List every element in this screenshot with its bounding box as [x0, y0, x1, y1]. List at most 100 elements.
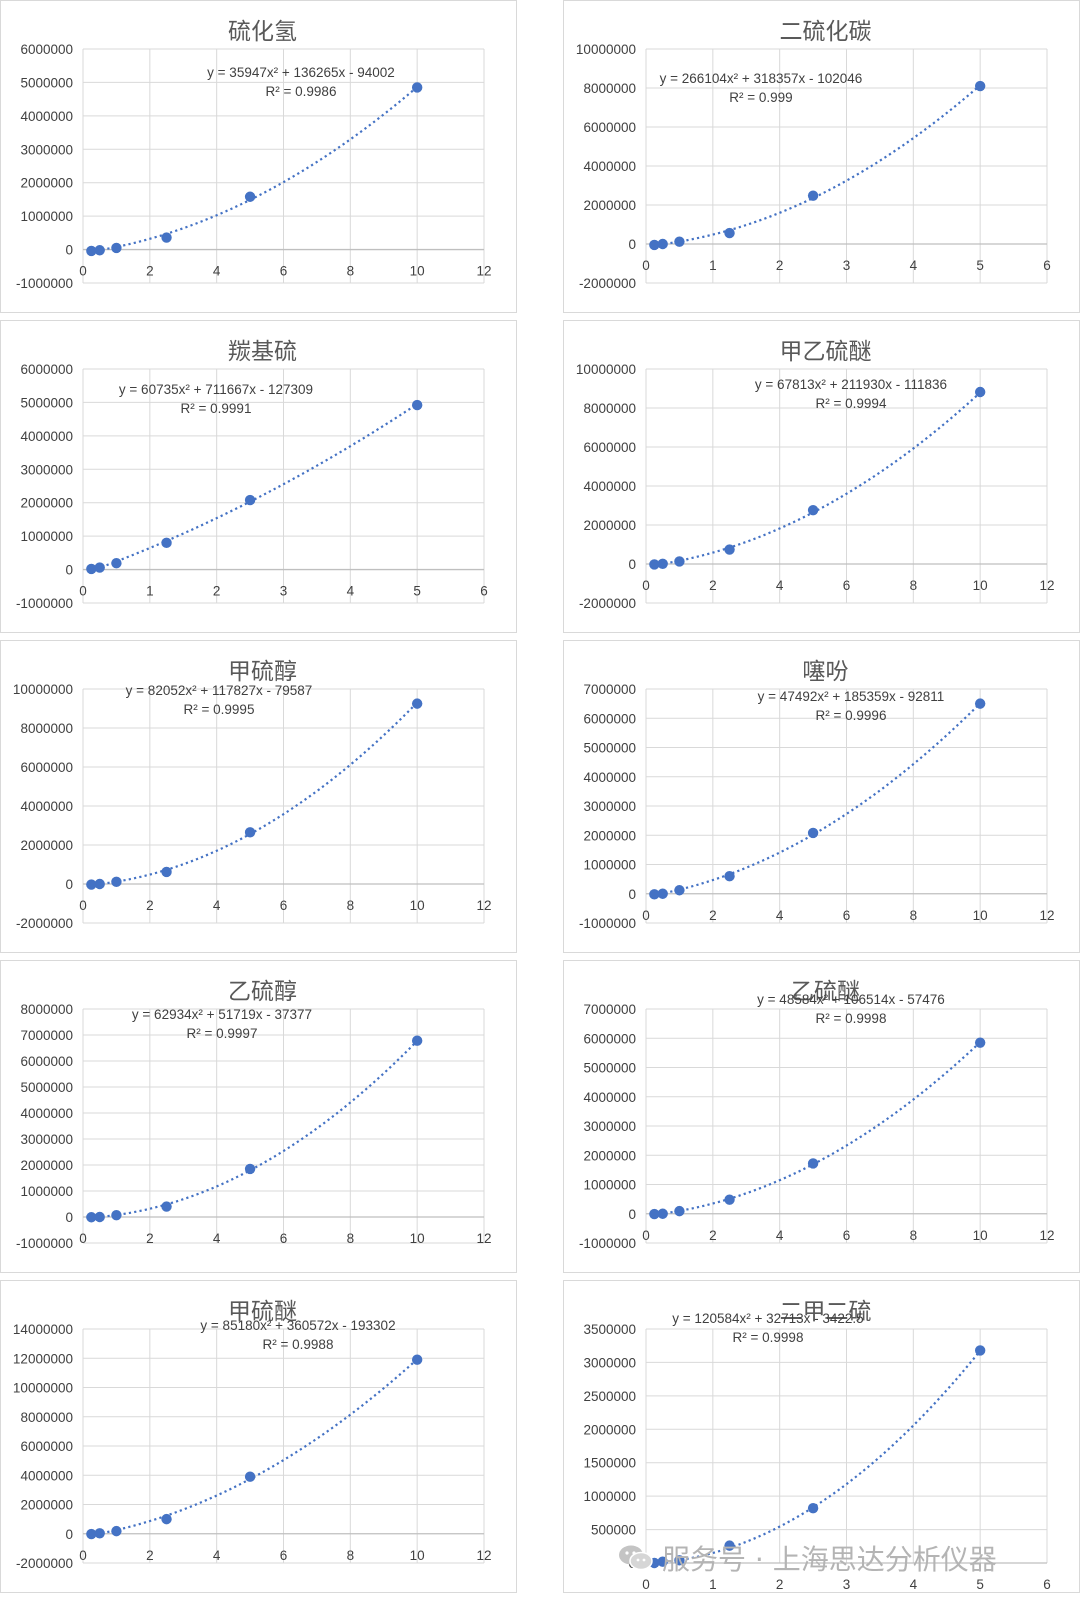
data-point: [111, 558, 122, 569]
trend-equation: y = 35947x² + 136265x - 94002: [207, 65, 395, 80]
data-point: [807, 827, 819, 839]
data-point: [244, 191, 256, 202]
x-tick-label: 6: [1043, 1577, 1051, 1592]
trend-equation: y = 82052x² + 117827x - 79587: [126, 683, 313, 698]
y-tick-label: 0: [65, 877, 73, 892]
r-squared: R² = 0.999: [729, 90, 792, 105]
r-squared: R² = 0.9998: [816, 1011, 887, 1026]
x-tick-label: 4: [213, 1548, 221, 1563]
data-point: [161, 537, 172, 549]
x-tick-label: 12: [1039, 908, 1054, 923]
y-tick-label: 8000000: [20, 1002, 73, 1017]
r-squared: R² = 0.9997: [187, 1026, 258, 1041]
x-tick-label: 0: [79, 584, 87, 599]
y-tick-label: 2000000: [583, 1422, 636, 1437]
y-tick-label: 6000000: [583, 711, 636, 726]
x-tick-label: 8: [910, 1228, 918, 1243]
data-point: [724, 1194, 735, 1205]
y-tick-label: 4000000: [583, 159, 636, 174]
y-tick-label: 6000000: [20, 1054, 73, 1069]
trend-equation: y = 67813x² + 211930x - 111836: [755, 377, 947, 392]
y-tick-label: 2000000: [583, 518, 636, 533]
x-tick-label: 2: [146, 898, 154, 913]
y-tick-label: 3000000: [20, 1132, 73, 1147]
y-tick-label: 4000000: [583, 1090, 636, 1105]
x-tick-label: 2: [146, 264, 154, 279]
x-tick-label: 10: [410, 898, 425, 913]
trend-equation: y = 266104x² + 318357x - 102046: [660, 71, 863, 86]
scatter-chart: 甲硫醚 -2000000 0 2000000 4000000 6000000 8000000…: [13, 1299, 492, 1571]
y-tick-label: 4000000: [20, 799, 73, 814]
y-tick-label: -2000000: [16, 916, 73, 931]
y-tick-label: -2000000: [579, 596, 636, 611]
data-point: [674, 1205, 685, 1217]
x-tick-label: 10: [973, 908, 988, 923]
y-tick-label: 2000000: [20, 496, 73, 511]
x-tick-label: 12: [476, 1548, 491, 1563]
x-tick-label: 3: [843, 1577, 851, 1592]
r-squared: R² = 0.9994: [816, 396, 887, 411]
y-tick-label: 10000000: [13, 682, 73, 697]
data-point: [674, 1555, 685, 1566]
x-tick-label: 8: [910, 578, 918, 593]
y-tick-label: 0: [65, 1210, 73, 1225]
data-point: [161, 1513, 172, 1525]
x-tick-label: 4: [776, 908, 784, 923]
data-point: [674, 885, 685, 896]
x-tick-label: 0: [79, 1231, 87, 1246]
data-point: [411, 1354, 423, 1365]
x-tick-label: 6: [280, 1231, 288, 1246]
y-tick-label: 2000000: [583, 1148, 636, 1163]
x-tick-label: 10: [973, 1228, 988, 1243]
data-point: [674, 556, 685, 567]
chart-title: 甲乙硫醚: [780, 339, 872, 365]
y-tick-label: 6000000: [583, 440, 636, 455]
y-tick-label: 6000000: [583, 120, 636, 135]
data-point: [244, 1471, 256, 1482]
y-tick-label: 8000000: [583, 81, 636, 96]
data-point: [974, 698, 986, 709]
chart-panel: 噻吩 -1000000 0 1000000 2000000 3000000 4000000 5…: [563, 640, 1080, 953]
chart-panel: 二甲二硫 0 500000 1000000 1500000 2000000 2500000 3…: [563, 1280, 1080, 1593]
data-point: [724, 227, 735, 239]
data-point: [807, 190, 819, 201]
trend-equation: y = 120584x² + 32713x - 3422.5: [672, 1311, 863, 1326]
y-tick-label: 3000000: [583, 1119, 636, 1134]
y-tick-label: 4000000: [20, 109, 73, 124]
x-tick-label: 6: [280, 264, 288, 279]
trendline: [91, 86, 418, 253]
scatter-chart: 噻吩 -1000000 0 1000000 2000000 3000000 4000000 5…: [579, 659, 1055, 931]
data-point: [111, 1209, 122, 1221]
data-point: [111, 876, 122, 888]
x-tick-label: 8: [347, 898, 355, 913]
x-tick-label: 2: [709, 578, 717, 593]
y-tick-label: 10000000: [576, 362, 636, 377]
chart-title: 甲硫醚: [228, 1299, 297, 1325]
y-tick-label: 0: [628, 887, 636, 902]
data-point: [974, 1345, 986, 1356]
y-tick-label: 2000000: [583, 198, 636, 213]
x-tick-label: 4: [213, 264, 221, 279]
y-tick-label: 6000000: [20, 42, 73, 57]
data-point: [244, 494, 256, 506]
data-point: [411, 698, 423, 709]
x-tick-label: 2: [709, 908, 717, 923]
y-tick-label: -1000000: [16, 1236, 73, 1251]
y-tick-label: 1000000: [20, 1184, 73, 1199]
x-tick-label: 4: [213, 898, 221, 913]
x-tick-label: 4: [910, 258, 918, 273]
x-tick-label: 2: [776, 258, 784, 273]
y-tick-label: 8000000: [20, 721, 73, 736]
chart-title: 硫化氢: [228, 19, 297, 45]
y-tick-label: 8000000: [583, 401, 636, 416]
data-point: [161, 1201, 172, 1212]
trend-equation: y = 62934x² + 51719x - 37377: [132, 1007, 312, 1022]
data-point: [86, 879, 97, 890]
y-tick-label: 1000000: [20, 529, 73, 544]
x-tick-label: 2: [146, 1231, 154, 1246]
x-tick-label: 8: [910, 908, 918, 923]
x-tick-label: 2: [776, 1577, 784, 1592]
y-tick-label: 7000000: [583, 1002, 636, 1017]
trendline: [91, 701, 418, 886]
